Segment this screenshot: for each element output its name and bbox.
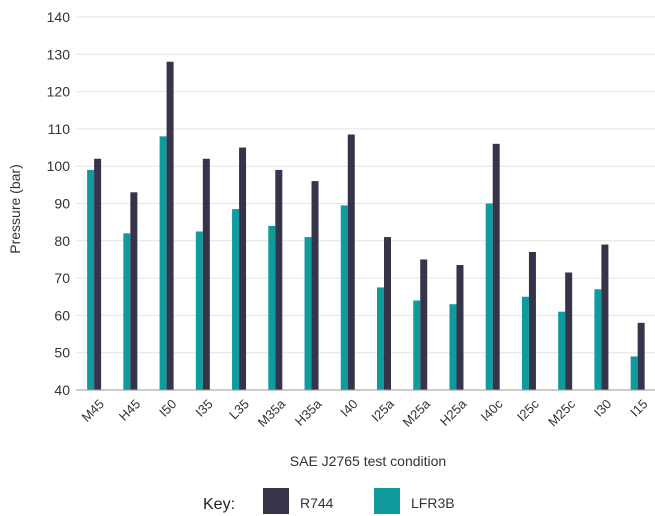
legend-label-lfr3b: LFR3B xyxy=(411,495,455,511)
x-tick-label: I40c xyxy=(478,396,506,424)
legend-key-label: Key: xyxy=(203,496,236,513)
bar-lfr3b xyxy=(413,300,421,390)
bar-lfr3b xyxy=(630,356,638,390)
bar-lfr3b xyxy=(521,296,529,390)
x-axis-title: SAE J2765 test condition xyxy=(290,453,446,469)
x-tick-label: I35 xyxy=(192,396,215,419)
y-axis-title: Pressure (bar) xyxy=(7,164,23,253)
chart: 40 50 60 70 80 90 100 110 120 130 140 M45 H45 I50 I35… xyxy=(7,9,655,469)
bar-r744 xyxy=(239,147,247,390)
y-tick-label: 110 xyxy=(48,121,71,137)
y-tick-label: 130 xyxy=(47,46,71,62)
bar-lfr3b xyxy=(304,237,312,390)
bar-lfr3b xyxy=(594,289,602,390)
legend: Key: R744 LFR3B xyxy=(0,488,655,516)
bar-r744 xyxy=(347,134,355,390)
legend-label-r744: R744 xyxy=(300,495,334,511)
y-tick-label: 140 xyxy=(47,9,71,25)
bar-r744 xyxy=(311,181,319,390)
legend-swatch-lfr3b xyxy=(374,488,400,514)
bar-r744 xyxy=(637,322,645,390)
bar-lfr3b xyxy=(87,169,95,390)
x-tick-label: M35a xyxy=(255,396,289,430)
bar-r744 xyxy=(275,169,283,390)
y-tick-label: 70 xyxy=(54,270,70,286)
y-tick-label: 60 xyxy=(54,307,70,323)
y-tick-label: 90 xyxy=(54,196,70,212)
x-tick-label: I25c xyxy=(514,396,542,424)
bar-lfr3b xyxy=(195,231,203,390)
y-tick-label: 120 xyxy=(47,84,71,100)
bar-lfr3b xyxy=(232,209,240,390)
y-tick-label: 80 xyxy=(54,233,70,249)
x-tick-label: I40 xyxy=(337,396,360,419)
bar-lfr3b xyxy=(159,136,167,390)
bar-lfr3b xyxy=(340,205,348,390)
y-tick-labels: 40 50 60 70 80 90 100 110 120 130 140 xyxy=(47,9,71,398)
x-tick-label: L35 xyxy=(226,396,252,422)
x-tick-label: I25a xyxy=(368,396,397,425)
legend-swatch-r744 xyxy=(263,488,289,514)
x-tick-labels: M45 H45 I50 I35 L35 M35a H35a I40 I25a M25a H25a I4… xyxy=(79,396,651,430)
bar-r744 xyxy=(130,192,138,390)
y-tick-label: 50 xyxy=(54,345,70,361)
bar-r744 xyxy=(601,244,609,390)
bar-r744 xyxy=(528,251,536,390)
bar-lfr3b xyxy=(377,287,384,390)
x-tick-label: M45 xyxy=(79,396,107,424)
x-tick-label: H45 xyxy=(116,396,143,423)
bar-r744 xyxy=(166,61,174,390)
bar-lfr3b xyxy=(449,304,457,390)
y-tick-label: 100 xyxy=(47,158,71,174)
bar-lfr3b xyxy=(558,311,566,390)
bar-r744 xyxy=(384,237,391,390)
bar-r744 xyxy=(202,158,210,390)
bar-r744 xyxy=(94,158,102,390)
bar-lfr3b xyxy=(123,233,131,390)
x-tick-label: I15 xyxy=(627,396,650,419)
bar-r744 xyxy=(456,265,464,390)
x-tick-label: I50 xyxy=(156,396,179,419)
bar-lfr3b xyxy=(485,203,493,390)
y-tick-label: 40 xyxy=(54,382,70,398)
bar-r744 xyxy=(420,259,428,390)
x-tick-label: M25c xyxy=(545,396,578,429)
bar-r744 xyxy=(492,143,500,390)
bar-r744 xyxy=(565,272,573,390)
x-tick-label: H25a xyxy=(437,396,470,429)
x-tick-label: I30 xyxy=(591,396,614,419)
bar-lfr3b xyxy=(268,225,276,390)
x-tick-label: H35a xyxy=(292,396,325,429)
bars xyxy=(87,61,645,390)
x-tick-label: M25a xyxy=(400,396,434,430)
